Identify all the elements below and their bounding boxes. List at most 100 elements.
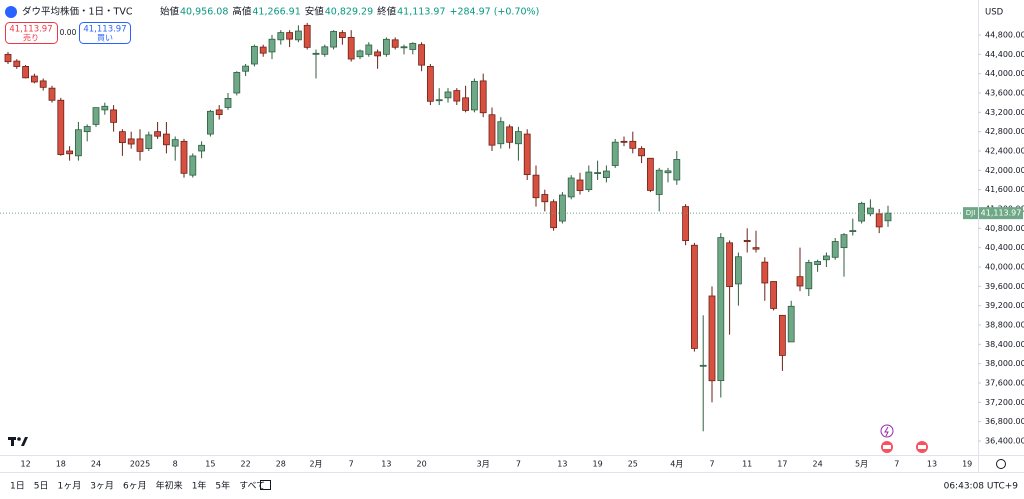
candle-body (233, 72, 241, 94)
candle-body (743, 240, 751, 243)
candle-body (647, 157, 654, 191)
candle-body (426, 66, 434, 102)
candle-body (787, 305, 795, 343)
ohlc-value: 41,266.91 (252, 7, 300, 18)
candle-body (321, 46, 329, 55)
candle-body (717, 237, 725, 381)
sell-price: 41,113.97 (9, 25, 52, 35)
ohlc-label: 始値 (160, 6, 180, 18)
range-button[interactable]: すべて (239, 481, 265, 492)
x-tick-label: 5月 (855, 460, 868, 469)
candle-body (356, 50, 364, 58)
y-tick-label: 36,800.00 (985, 417, 1024, 426)
sell-label: 売り (23, 33, 39, 43)
candle-body (92, 107, 100, 125)
candle-body (761, 261, 769, 284)
y-tick-label: 38,800.00 (985, 320, 1024, 329)
candle-body (374, 51, 382, 57)
candle-body (136, 138, 144, 152)
x-tick-label: 25 (628, 460, 638, 469)
candle-body (585, 171, 593, 191)
range-button[interactable]: 5日 (34, 481, 49, 492)
candle-body (259, 46, 267, 54)
candle-body (277, 32, 285, 41)
range-button[interactable]: 5年 (215, 480, 230, 492)
candle-body (541, 194, 549, 203)
candle-body (620, 140, 628, 143)
range-button[interactable]: 1ヶ月 (57, 481, 81, 492)
sell-button[interactable] (5, 22, 58, 44)
candle-body (664, 170, 672, 174)
clock: 06:43:08 UTC+9 (944, 482, 1019, 492)
candle-body (330, 31, 338, 48)
candle-body (532, 174, 540, 199)
candle-body (444, 91, 452, 99)
settings-icon[interactable] (996, 459, 1006, 469)
candle-body (779, 314, 786, 356)
y-tick-label: 37,200.00 (985, 398, 1024, 407)
y-tick-label: 43,600.00 (985, 88, 1024, 97)
candle-body (48, 87, 56, 101)
candle-body (22, 66, 30, 79)
candle-body (154, 131, 162, 137)
candle-body (655, 169, 663, 195)
chart-title: ダウ平均株価・1日・TVC (22, 6, 133, 18)
candle-body (576, 179, 584, 191)
candle-body (206, 110, 214, 135)
x-tick-label: 13 (557, 460, 567, 469)
candle-body (400, 46, 408, 49)
x-tick-label: 7 (894, 460, 899, 469)
y-tick-label: 40,000.00 (985, 262, 1024, 271)
candle-body (603, 170, 610, 178)
candle-body (171, 139, 179, 147)
candle-body (770, 281, 777, 309)
y-tick-label: 42,000.00 (985, 166, 1024, 175)
candle-body (515, 131, 522, 145)
x-tick-label: 24 (813, 460, 823, 469)
candle-body (66, 150, 73, 155)
candle-body (849, 230, 857, 232)
range-button[interactable]: 6ヶ月 (123, 481, 147, 492)
ohlc-label: 高値 (232, 6, 252, 18)
candle-body (250, 45, 258, 65)
range-button[interactable]: 3ヶ月 (90, 481, 114, 492)
y-tick-label: 42,800.00 (985, 127, 1024, 136)
candle-body (629, 140, 637, 149)
x-tick-label: 15 (205, 460, 215, 469)
buy-button[interactable] (79, 22, 131, 44)
y-tick-label: 44,400.00 (985, 50, 1024, 59)
candle-body (735, 256, 742, 285)
candle-body (691, 244, 698, 349)
y-tick-label: 44,800.00 (985, 30, 1024, 39)
x-tick-label: 12 (21, 460, 31, 469)
currency[interactable]: USD (985, 8, 1004, 18)
candle-body (365, 44, 373, 55)
candle-body (550, 201, 557, 229)
candle-body (796, 276, 804, 287)
candle-body (75, 129, 82, 157)
candle-body (13, 60, 21, 67)
candle-body (127, 138, 135, 145)
candle-body (470, 80, 478, 111)
candle-body (110, 109, 117, 123)
range-button[interactable]: 1日 (10, 481, 25, 492)
x-tick-label: 11 (742, 460, 752, 469)
y-tick-label: 39,600.00 (985, 282, 1024, 291)
candle-body (858, 202, 865, 222)
candle-body (752, 247, 760, 250)
symbol-logo (5, 6, 17, 18)
range-button[interactable]: 1年 (192, 480, 207, 492)
candle-body (559, 194, 566, 222)
x-tick-label: 22 (241, 460, 251, 469)
calendar-icon[interactable] (260, 480, 271, 490)
ohlc-value: 40,829.29 (325, 7, 373, 18)
candle-body (382, 38, 390, 55)
buy-label: 買い (97, 34, 113, 43)
x-tick-label: 4月 (670, 460, 683, 469)
ohlc-label: 安値 (305, 6, 325, 18)
range-button[interactable]: 年初来 (156, 480, 183, 492)
x-tick-label: 8 (173, 460, 178, 469)
range-buttons: 1日 5日 1ヶ月 3ヶ月 6ヶ月 年初来 1年 5年 すべて (10, 480, 265, 492)
